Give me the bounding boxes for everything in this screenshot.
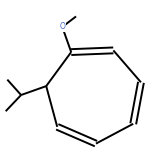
Text: O: O: [59, 22, 65, 32]
